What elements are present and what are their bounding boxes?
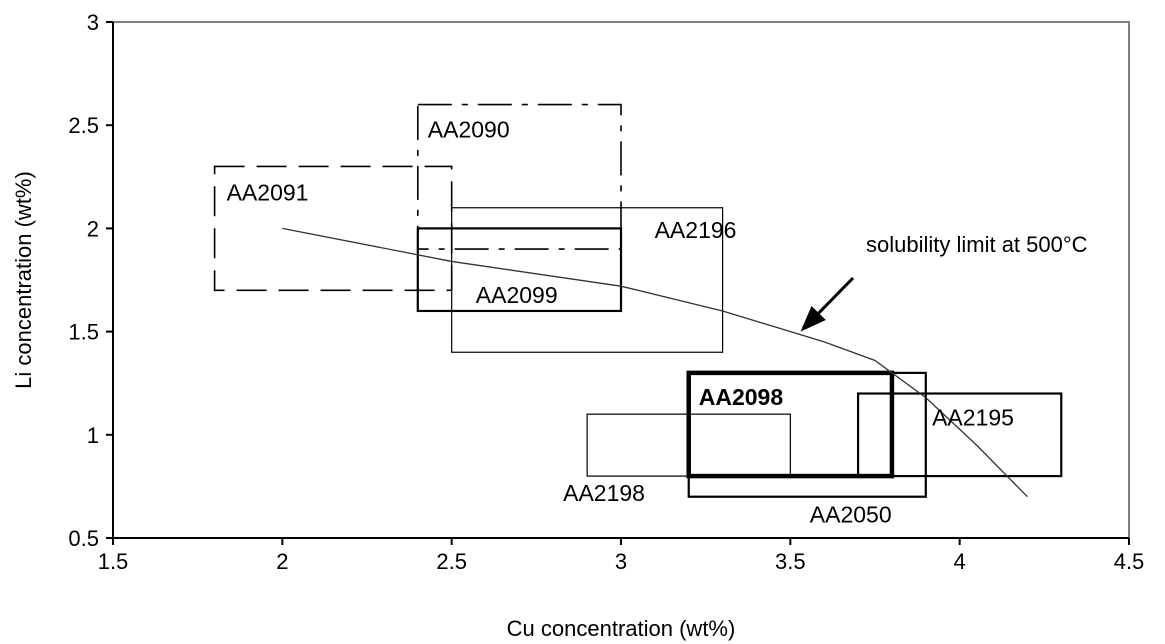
region-labels: AA2091 AA2090 AA2196 AA2099 AA2098 AA2198 AA20… <box>227 117 1014 528</box>
region-aa2195 <box>856 392 1063 478</box>
x-tick-label: 2 <box>276 549 288 574</box>
label-aa2090: AA2090 <box>428 117 510 143</box>
y-tick-label: 2 <box>87 216 99 241</box>
y-tick-label: 3 <box>87 10 99 35</box>
annotation-group: solubility limit at 500°C <box>800 232 1088 332</box>
y-tick-label: 2.5 <box>68 113 99 138</box>
label-aa2198: AA2198 <box>563 480 645 506</box>
y-tick-label: 1 <box>87 423 99 448</box>
x-axis-title: Cu concentration (wt%) <box>507 616 736 641</box>
solubility-curve-group <box>282 227 1028 498</box>
x-tick-label: 3 <box>615 549 627 574</box>
y-tick-label: 1.5 <box>68 320 99 345</box>
regions <box>213 103 1063 498</box>
label-aa2050: AA2050 <box>810 502 892 528</box>
label-aa2098: AA2098 <box>699 384 784 410</box>
region-aa2196 <box>451 207 724 353</box>
x-tick-label: 1.5 <box>98 549 129 574</box>
annotation-text: solubility limit at 500°C <box>866 232 1088 257</box>
x-tick-label: 4 <box>954 549 966 574</box>
x-tick-label: 3.5 <box>775 549 806 574</box>
region-aa2090 <box>416 103 622 250</box>
annotation-arrow-head <box>800 306 826 332</box>
label-aa2196: AA2196 <box>655 217 737 243</box>
region-aa2099 <box>416 227 623 313</box>
solubility-limit-curve <box>282 227 1028 498</box>
label-aa2099: AA2099 <box>476 282 558 308</box>
y-tick-label: 0.5 <box>68 526 99 551</box>
x-tick-label: 2.5 <box>436 549 467 574</box>
y-axis-title: Li concentration (wt%) <box>11 171 36 389</box>
x-tick-label: 4.5 <box>1114 549 1145 574</box>
annotation-arrow-line <box>817 276 855 315</box>
label-aa2091: AA2091 <box>227 179 309 205</box>
region-aa2050 <box>687 371 927 498</box>
axes: 1.5 2 2.5 3 3.5 4 4.5 0.5 1 1.5 2 2.5 3 <box>68 10 1144 574</box>
label-aa2195: AA2195 <box>932 405 1014 431</box>
